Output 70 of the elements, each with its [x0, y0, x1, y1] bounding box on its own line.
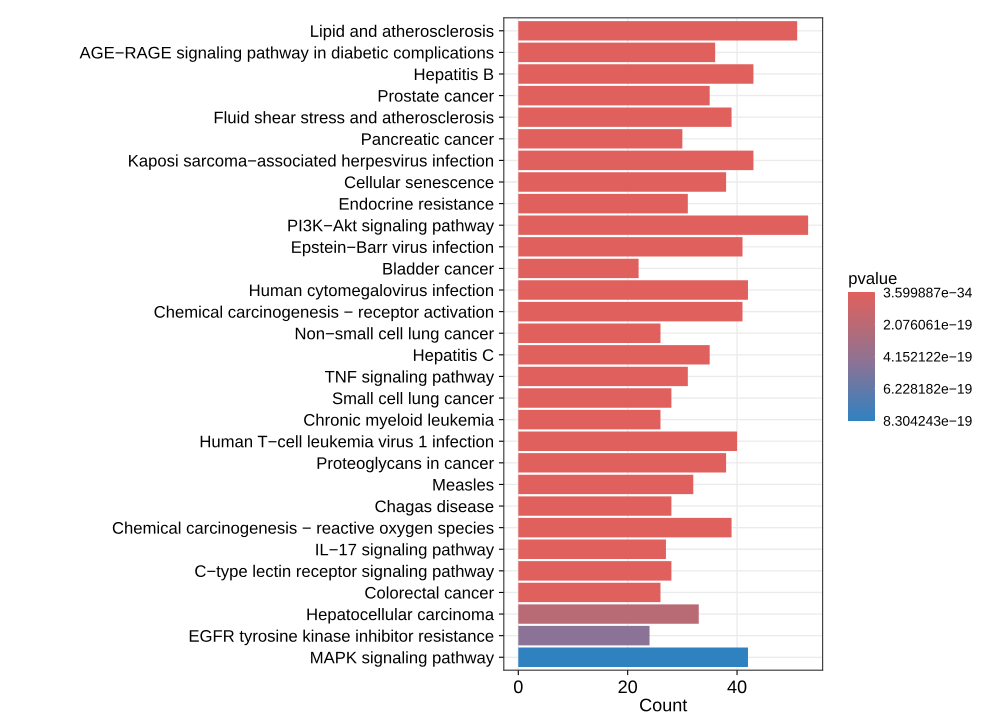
color-bar-label: 6.228182e−19 [884, 384, 972, 394]
color-bar-label: 3.599887e−34 [884, 288, 972, 298]
bar [518, 129, 682, 149]
bar [518, 64, 754, 84]
bar [518, 21, 798, 41]
bar [518, 410, 660, 430]
bar [518, 432, 738, 451]
y-tick-label: PI3K−Akt signaling pathway [288, 219, 494, 235]
y-tick-label: Lipid and atherosclerosis [311, 24, 494, 40]
bar [518, 540, 666, 559]
color-bar-label: 4.152122e−19 [883, 352, 972, 362]
bar [518, 86, 710, 106]
y-tick-label: IL−17 signaling pathway [316, 543, 494, 559]
y-tick-label: TNF signaling pathway [324, 370, 494, 386]
bar [518, 258, 639, 278]
y-tick-label: C−type lectin receptor signaling pathway [195, 564, 494, 580]
y-tick-label: Measles [433, 478, 494, 491]
bar [518, 237, 743, 257]
y-tick-label: Chemical carcinogenesis − receptor activation [154, 306, 494, 322]
x-tick-label: 20 [618, 680, 638, 694]
y-tick-label: Hepatitis B [414, 68, 494, 84]
bar [518, 107, 732, 127]
y-tick-label: Hepatocellular carcinoma [307, 608, 494, 624]
bar [518, 345, 710, 365]
y-tick-label: Chemical carcinogenesis − reactive oxygen species [112, 522, 494, 538]
x-axis-title: Count [640, 698, 688, 712]
y-tick-label: Human T−cell leukemia virus 1 infection [200, 435, 494, 448]
bar [518, 604, 699, 624]
bar [518, 474, 694, 494]
bar [518, 324, 660, 343]
y-tick-label: Small cell lung cancer [332, 392, 494, 408]
bar [518, 215, 808, 235]
y-tick-label: Proteoglycans in cancer [318, 456, 494, 472]
y-tick-label: Epstein−Barr virus infection [292, 240, 494, 256]
bar [518, 582, 660, 602]
y-tick-label: Chronic myeloid leukemia [304, 414, 494, 430]
y-tick-label: Human cytomegalovirus infection [250, 284, 494, 300]
y-tick-label: AGE−RAGE signaling pathway in diabetic complications [80, 46, 494, 62]
bar [518, 172, 726, 192]
color-bar-label: 2.076061e−19 [884, 320, 972, 330]
x-tick-label: 0 [514, 680, 523, 694]
bar [518, 518, 732, 538]
y-tick-label: Bladder cancer [383, 262, 494, 275]
bar [518, 302, 743, 322]
y-tick-label: MAPK signaling pathway [311, 651, 494, 667]
y-tick-label: Fluid shear stress and atherosclerosis [214, 111, 494, 124]
y-tick-label: Cellular senescence [344, 176, 494, 188]
bar [518, 194, 688, 214]
bar [518, 561, 672, 581]
color-bar-title: pvalue [849, 272, 897, 288]
y-tick-label: Non−small cell lung cancer [296, 327, 494, 343]
y-tick-label: Prostate cancer [378, 90, 494, 102]
bar [518, 388, 672, 408]
bar [518, 626, 650, 646]
x-tick-label: 40 [727, 680, 746, 694]
y-tick-label: Hepatitis C [414, 348, 494, 364]
y-tick-label: Kaposi sarcoma−associated herpesvirus infection [129, 154, 494, 170]
bar [518, 453, 726, 473]
y-tick-label: Endocrine resistance [340, 198, 494, 210]
bar [518, 42, 716, 62]
bar [518, 648, 748, 667]
bar [518, 366, 688, 386]
y-tick-label: Colorectal cancer [365, 586, 494, 599]
bar [518, 280, 748, 300]
y-tick-label: EGFR tyrosine kinase inhibitor resistance [190, 630, 494, 646]
bar [518, 150, 754, 170]
bar [518, 496, 672, 516]
y-tick-label: Pancreatic cancer [362, 132, 494, 145]
y-tick-label: Chagas disease [375, 500, 494, 516]
color-bar-label: 8.304243e−19 [884, 416, 972, 426]
